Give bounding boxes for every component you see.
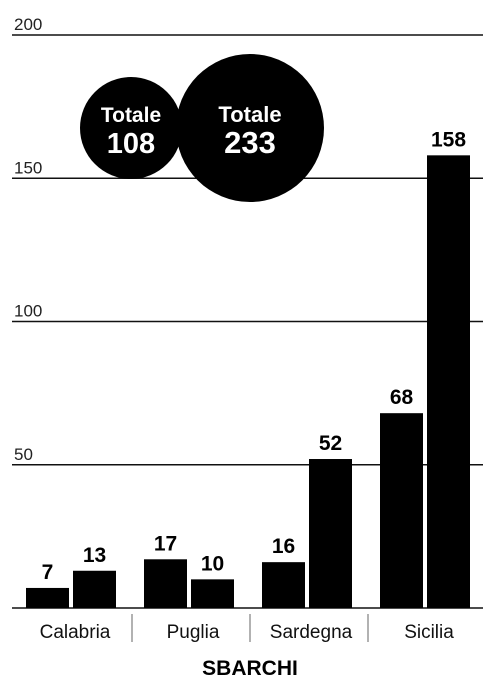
value-label-sardegna-1: 16 (272, 535, 295, 558)
total-bubble-2 (176, 54, 324, 202)
bar-sicilia-2 (427, 155, 470, 608)
y-tick-label: 200 (14, 15, 42, 34)
value-label-calabria-2: 13 (83, 544, 106, 567)
category-label-calabria: Calabria (40, 622, 111, 643)
value-label-sardegna-2: 52 (319, 432, 342, 455)
value-label-sicilia-2: 158 (431, 128, 466, 151)
category-label-sardegna: Sardegna (270, 622, 353, 643)
value-label-sicilia-1: 68 (390, 386, 414, 409)
bar-sardegna-1 (262, 562, 305, 608)
y-tick-label: 50 (14, 445, 33, 464)
y-tick-label: 150 (14, 158, 42, 177)
bar-sardegna-2 (309, 459, 352, 608)
value-label-puglia-1: 17 (154, 532, 177, 555)
category-label-sicilia: Sicilia (404, 622, 454, 643)
bar-sicilia-1 (380, 413, 423, 608)
category-label-puglia: Puglia (167, 622, 220, 643)
total-bubble-value: 108 (107, 128, 155, 160)
x-axis-title: SBARCHI (202, 657, 298, 680)
bar-calabria-1 (26, 587, 69, 608)
bar-calabria-2 (73, 570, 116, 608)
value-label-calabria-1: 7 (42, 561, 54, 584)
bar-puglia-2 (191, 579, 234, 608)
total-bubble-1 (80, 77, 182, 179)
total-bubble-label: Totale (101, 104, 161, 127)
value-label-puglia-2: 10 (201, 552, 224, 575)
total-bubble-value: 233 (224, 125, 276, 160)
bar-puglia-1 (144, 559, 187, 608)
y-tick-label: 100 (14, 302, 42, 321)
total-bubble-label: Totale (218, 102, 281, 127)
